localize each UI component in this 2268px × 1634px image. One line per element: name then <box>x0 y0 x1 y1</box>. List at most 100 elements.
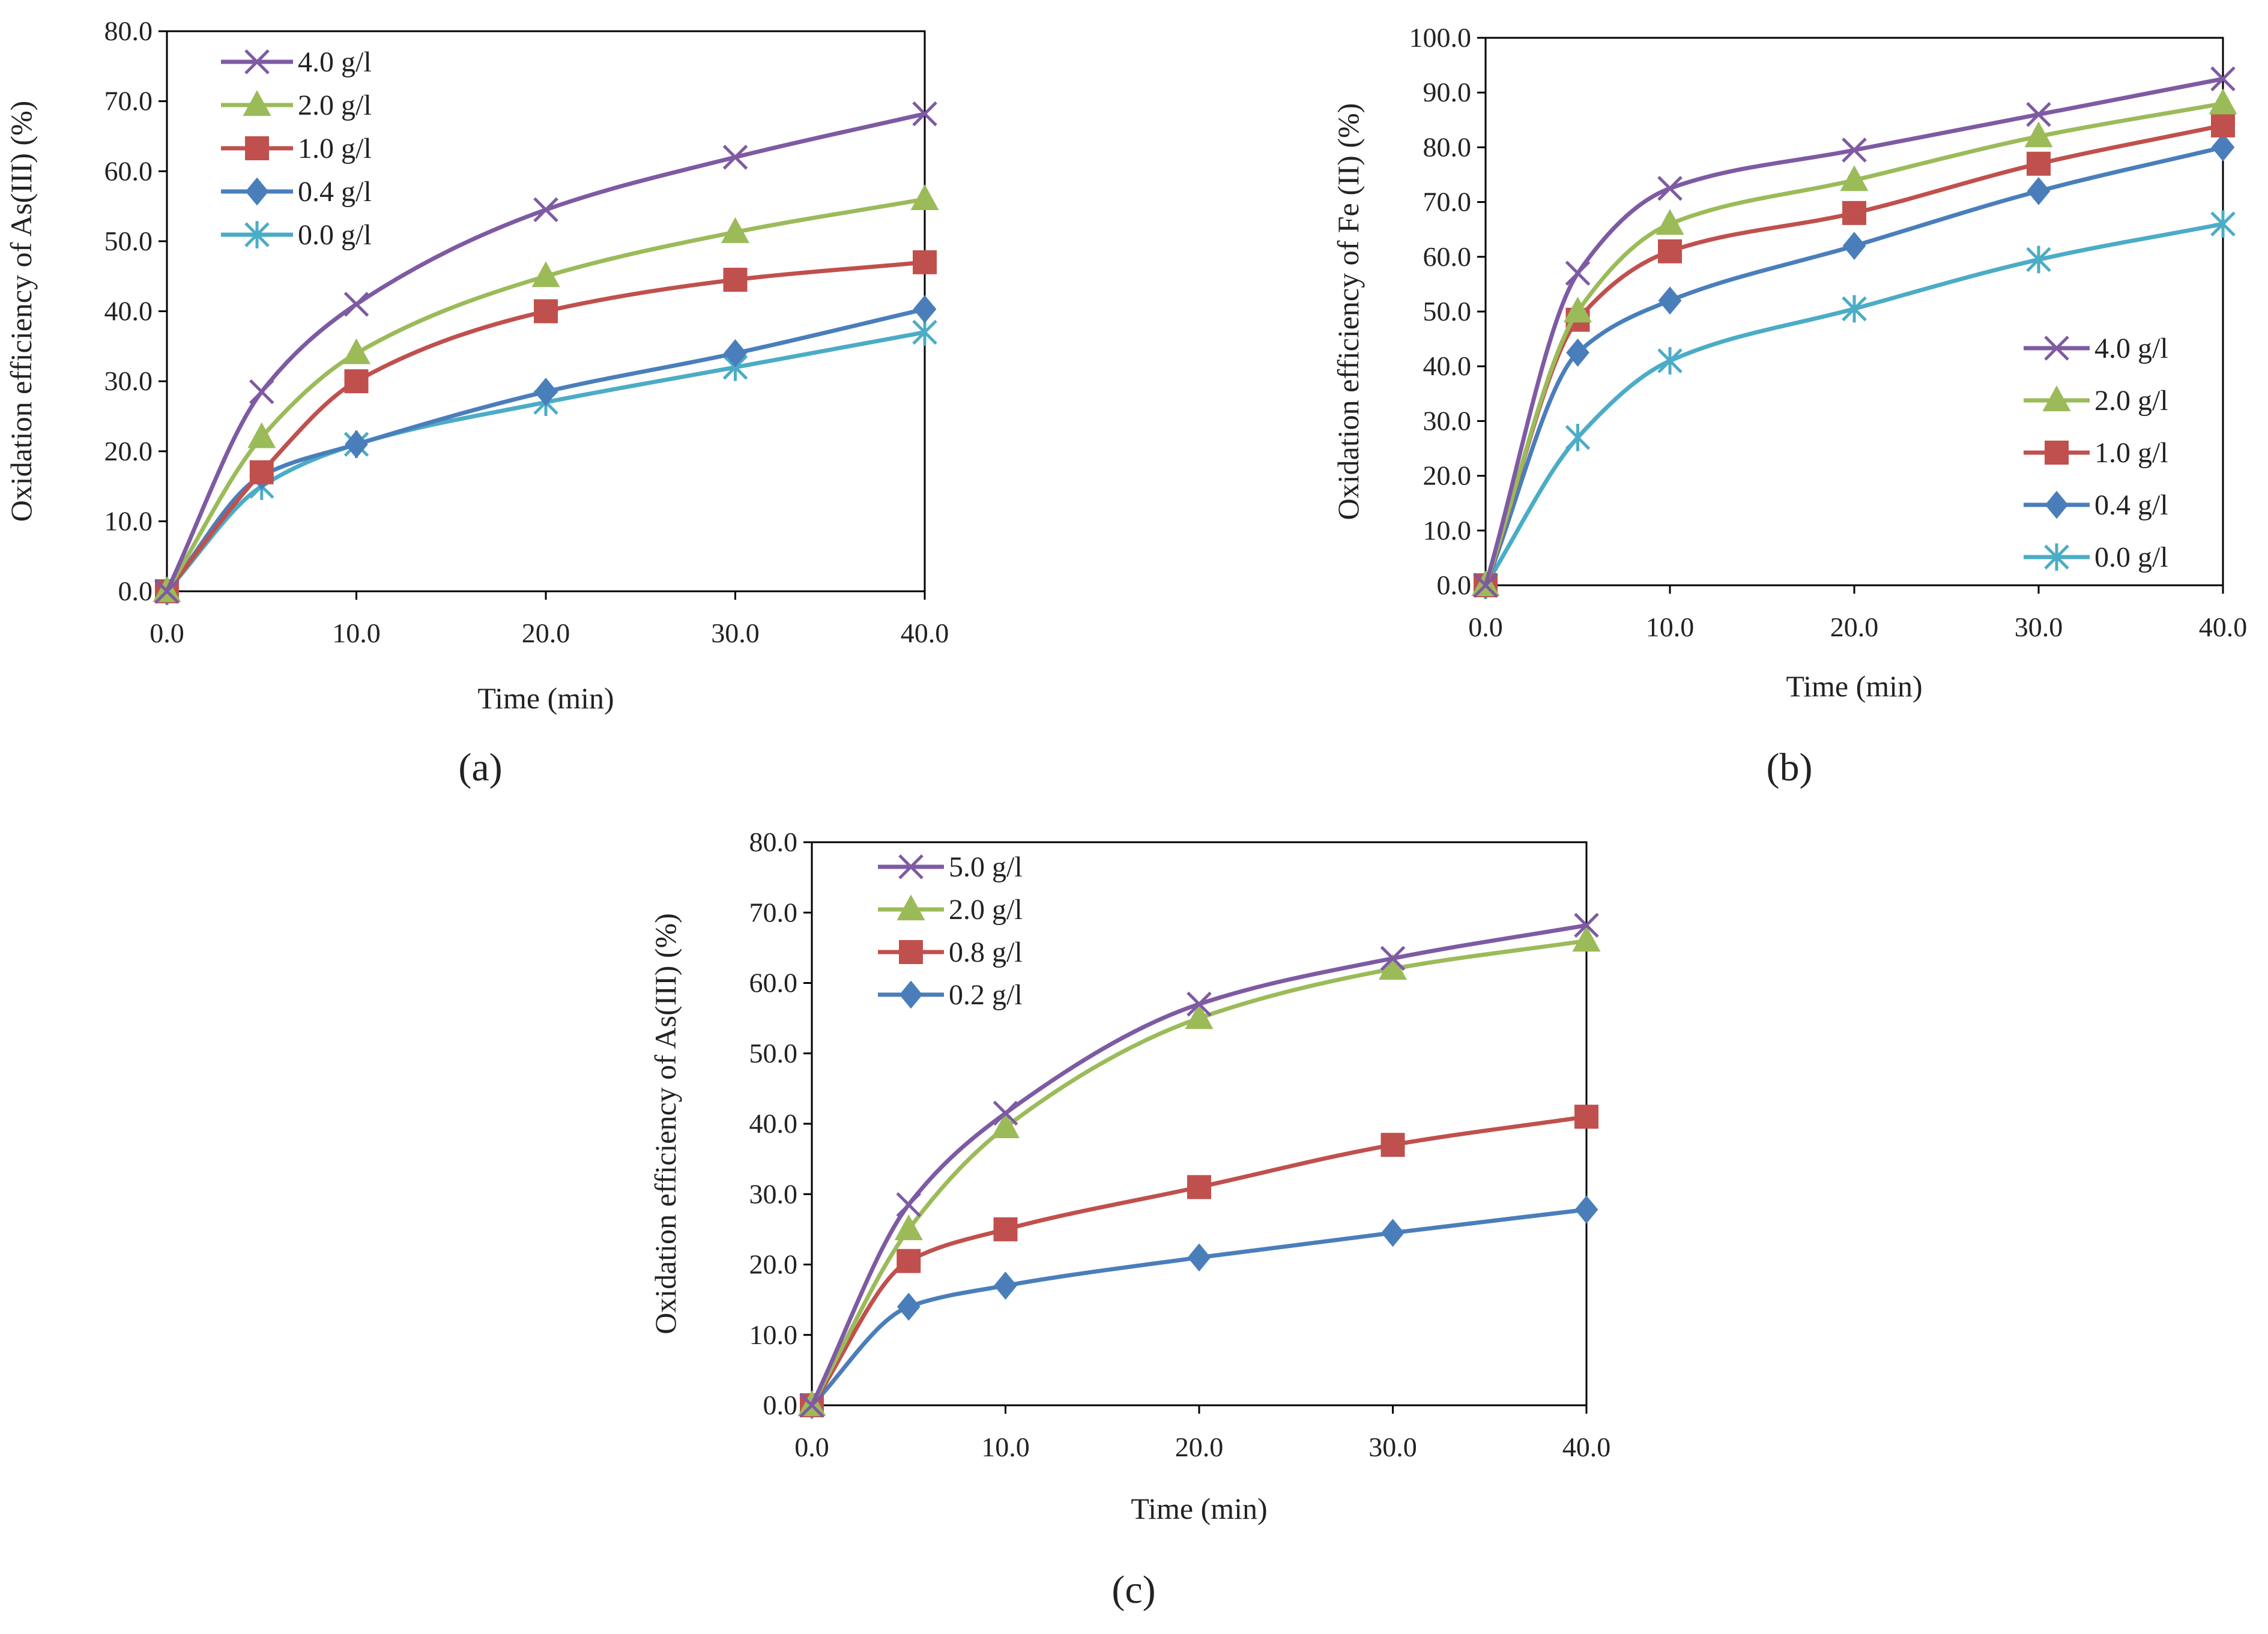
data-point-marker <box>913 250 937 274</box>
legend-entry: 0.0 g/l <box>2024 541 2168 573</box>
series-0-4gl-gl <box>155 295 937 606</box>
data-point-marker <box>721 217 750 243</box>
data-point-marker <box>1185 1003 1214 1030</box>
legend-entry: 0.2 g/l <box>878 979 1023 1011</box>
y-tick-label: 50.0 <box>1423 296 1472 327</box>
data-point-marker <box>1378 954 1408 980</box>
legend-marker <box>244 221 270 249</box>
data-point-marker <box>799 1393 824 1418</box>
legend-entry: 4.0 g/l <box>221 46 372 78</box>
legend-marker <box>2044 543 2069 571</box>
legend-label: 1.0 g/l <box>2094 437 2168 469</box>
panel-c-chart: 0.0 10.0 20.0 30.0 40.0 50.0 60.0 70.0 80.0 0.0 10… <box>649 827 1610 1612</box>
data-point-marker <box>1565 423 1591 451</box>
x-tick-label: 10.0 <box>332 618 381 648</box>
data-point-marker <box>723 268 748 292</box>
y-tick-label: 80.0 <box>104 16 153 46</box>
data-point-marker <box>994 1271 1017 1300</box>
series-0-0gl-gl <box>1473 210 2236 599</box>
data-point-marker <box>913 295 937 324</box>
x-tick-label: 40.0 <box>2199 612 2248 642</box>
legend-marker <box>897 894 925 921</box>
legend-marker <box>2042 385 2071 412</box>
x-tick-label: 10.0 <box>981 1432 1030 1462</box>
series-line <box>1483 145 2225 588</box>
data-point-marker <box>1657 347 1683 375</box>
data-point-marker <box>2027 151 2051 176</box>
legend-entry: 0.4 g/l <box>2024 489 2168 521</box>
y-tick-label: 80.0 <box>1423 131 1472 162</box>
data-point-marker <box>1656 209 1684 235</box>
x-tick-label: 30.0 <box>1368 1432 1417 1462</box>
x-axis-title: Time (min) <box>1786 669 1922 703</box>
plot-area-c <box>811 841 1588 1406</box>
data-point-marker <box>249 460 274 484</box>
legend-marker <box>245 177 269 206</box>
data-point-marker <box>1566 338 1589 367</box>
data-point-marker <box>2026 246 2051 274</box>
y-tick-label: 80.0 <box>749 827 798 857</box>
legend-label: 4.0 g/l <box>2094 333 2168 364</box>
data-point-marker <box>1473 573 1498 598</box>
data-point-marker <box>1574 912 1599 938</box>
series-4-0gl-gl <box>154 101 937 604</box>
data-point-marker <box>722 145 748 170</box>
y-tick-label: 20.0 <box>104 436 153 466</box>
data-point-marker <box>2027 176 2051 205</box>
legend-marker <box>899 940 923 964</box>
data-point-marker <box>534 378 558 406</box>
legend-marker <box>2045 490 2069 519</box>
panel-label: (a) <box>458 746 502 789</box>
data-point-marker <box>343 292 369 317</box>
x-tick-label: 20.0 <box>1830 612 1879 642</box>
legend-label: 2.0 g/l <box>949 894 1023 926</box>
series-2-0gl-gl <box>1471 88 2237 597</box>
data-point-marker <box>1187 1175 1211 1199</box>
y-axis-title: Oxidation efficiency of Fe (II) (%) <box>1331 103 1365 520</box>
y-tick-label: 10.0 <box>749 1319 798 1350</box>
data-point-marker <box>910 184 939 210</box>
legend-entry: 5.0 g/l <box>878 851 1023 883</box>
x-tick-label: 30.0 <box>2015 612 2063 642</box>
y-tick-label: 20.0 <box>1423 460 1472 491</box>
data-point-marker <box>1840 165 1869 191</box>
y-tick-label: 60.0 <box>1423 241 1472 272</box>
legend-label: 1.0 g/l <box>298 133 372 164</box>
data-point-marker <box>724 339 747 367</box>
series-line <box>809 1207 1589 1408</box>
x-tick-label: 40.0 <box>1562 1432 1611 1462</box>
y-axis-title: Oxidation efficiency of As(III) (%) <box>649 913 682 1334</box>
legend-label: 0.8 g/l <box>949 936 1023 968</box>
data-point-marker <box>1380 1133 1405 1157</box>
y-tick-label: 30.0 <box>749 1178 798 1209</box>
data-point-marker <box>2026 101 2051 127</box>
series-line <box>1483 101 2225 588</box>
data-point-marker <box>1565 261 1591 286</box>
data-point-marker <box>1187 991 1212 1017</box>
y-tick-label: 70.0 <box>1423 187 1472 217</box>
data-point-marker <box>1842 200 1866 225</box>
y-tick-label: 50.0 <box>749 1038 798 1069</box>
series-line <box>1483 222 2225 588</box>
y-tick-label: 100.0 <box>1409 22 1472 53</box>
x-tick-label: 40.0 <box>901 618 949 648</box>
legend-entry: 1.0 g/l <box>221 133 372 164</box>
legend-entry: 2.0 g/l <box>221 89 372 121</box>
data-point-marker <box>897 1249 921 1273</box>
legend-marker <box>243 90 271 116</box>
data-point-marker <box>993 1217 1018 1241</box>
data-point-marker <box>533 197 558 223</box>
data-point-marker <box>534 299 558 324</box>
y-tick-label: 70.0 <box>104 86 153 116</box>
data-point-marker <box>1187 1243 1211 1272</box>
x-axis-title: Time (min) <box>477 681 614 715</box>
series-line <box>809 1114 1589 1408</box>
data-point-marker <box>154 579 180 604</box>
legend-label: 2.0 g/l <box>298 89 372 121</box>
legend-marker <box>899 980 923 1009</box>
data-point-marker <box>344 369 369 394</box>
panel-label: (c) <box>1111 1568 1155 1612</box>
data-point-marker <box>2210 66 2236 92</box>
data-point-marker <box>1563 297 1592 323</box>
data-point-marker <box>1574 1195 1598 1224</box>
